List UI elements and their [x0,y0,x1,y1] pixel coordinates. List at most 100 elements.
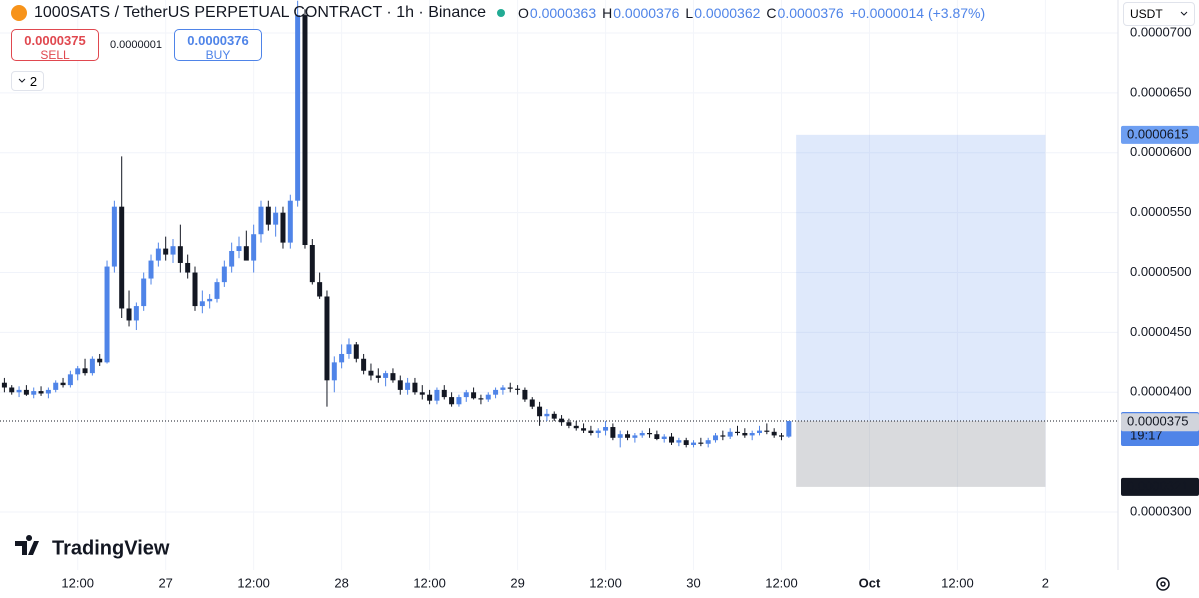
candle-body [339,353,345,363]
buy-price[interactable]: 0.0000376 [187,33,249,48]
candle-body [16,389,22,393]
candle-body [133,306,139,321]
buy-button[interactable]: 0.0000376 BUY [174,29,262,62]
candle-body [331,362,337,381]
candle-body [683,440,689,445]
x-tick-label: 12:00 [61,575,94,590]
stop-zone [796,421,1046,487]
candle-body [786,421,792,437]
candle-body [478,398,484,400]
candle-body [617,434,623,438]
candle-body [749,433,755,436]
candle-body [75,368,81,375]
candle-body [163,248,169,255]
candle-body [141,278,147,307]
currency-select[interactable]: USDT [1123,2,1195,26]
price-label: 0.0000375 [1127,414,1188,429]
candle-body [317,282,323,297]
candle-body [324,296,330,381]
candle-body [647,433,653,435]
indicator-count[interactable]: 2 [29,73,38,89]
candle-body [727,431,733,437]
price-label: 0.0000615 [1127,126,1188,141]
y-tick-label: 0.0000400 [1130,384,1191,399]
candle-body [97,358,103,363]
candle-body [243,246,249,261]
x-tick-label: 12:00 [941,575,974,590]
settings-icon[interactable] [1156,577,1170,591]
candle-body [676,440,682,443]
candle-body [111,206,117,267]
gear[interactable] [1156,577,1170,591]
candle-body [661,436,667,439]
ohlc-value: 0.0000362 [694,5,761,21]
candle-body [654,434,660,439]
y-tick-label: 0.0000300 [1130,503,1191,518]
candle-body [588,430,594,434]
chevron-path[interactable] [1180,11,1188,16]
chevron-path[interactable] [18,78,26,83]
candle-body [236,246,242,251]
candle-body [456,397,462,405]
candle-body [544,413,550,417]
candle-body [170,246,176,255]
y-tick-label: 0.0000600 [1130,144,1191,159]
ohlc-value: 0.0000376 [613,5,680,21]
candle-body [669,436,675,443]
sell-button[interactable]: 0.0000375 SELL [11,29,99,62]
candle-body [177,246,183,263]
y-tick-label: 0.0000650 [1130,84,1191,99]
currency[interactable]: USDT [1130,7,1163,21]
candle-body [463,392,469,398]
y-tick-label: 0.0000550 [1130,204,1191,219]
candle-body [23,389,29,395]
x-tick-label: 28 [334,575,348,590]
chevron[interactable] [18,78,26,84]
ohlc-key: O [518,5,529,21]
spread: 0.0000001 [110,39,162,51]
sell-label[interactable]: SELL [40,48,70,62]
candle-body [397,380,403,390]
ohlc-value: 0.0000363 [529,5,597,21]
y-tick-label: 0.0000500 [1130,264,1191,279]
candle-body [735,431,741,434]
price-label-bg [1121,477,1199,496]
x-tick-label: 12:00 [413,575,446,590]
ohlc-key: C [766,5,777,21]
candle-body [771,431,777,436]
target-zone [796,134,1046,422]
grid [0,0,1118,570]
candle-body [38,391,44,394]
candle-body [126,308,132,321]
ohlc-key: H [602,5,613,21]
candle-body [9,387,15,393]
candle-body [705,440,711,444]
buy-label[interactable]: BUY [205,48,231,62]
x-tick-label: 29 [510,575,524,590]
candle-body [603,427,609,431]
candle-body [632,435,638,438]
gear-center[interactable] [1160,581,1166,587]
candle-body [713,435,719,441]
candle-body [537,406,543,417]
candles [1,0,792,448]
candle-body [82,368,88,374]
candle-body [265,206,271,225]
sell-price[interactable]: 0.0000375 [24,33,86,48]
price-label: 0.0000321 [1127,478,1188,493]
candle-body [691,442,697,445]
symbol-icon-circle [11,5,27,21]
x-tick-label: 27 [158,575,172,590]
candle-body [507,387,513,389]
candle-body [251,234,257,261]
chevron[interactable] [1180,11,1188,17]
logo-icon [15,535,39,555]
candle-body [764,430,770,432]
x-tick-label: 12:00 [237,575,270,590]
x-tick-label: Oct [859,575,881,590]
indicators-toggle[interactable]: 2 [11,71,44,91]
x-tick-label: 2 [1042,575,1049,590]
